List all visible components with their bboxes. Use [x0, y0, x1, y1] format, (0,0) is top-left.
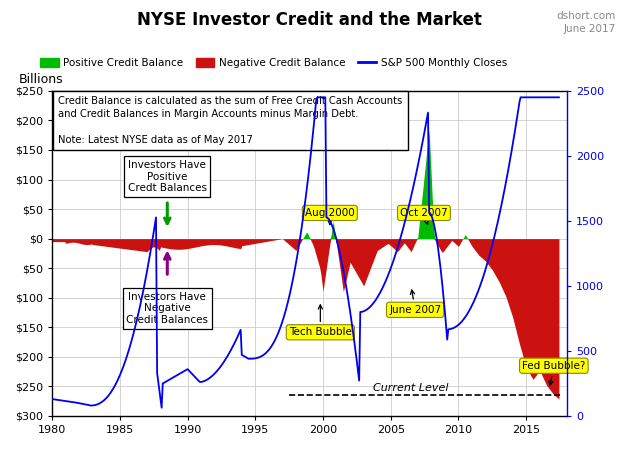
- Text: Credit Balance is calculated as the sum of Free Credit Cash Accounts
and Credit : Credit Balance is calculated as the sum …: [58, 96, 402, 145]
- Text: Current Level: Current Level: [373, 383, 449, 393]
- Text: dshort.com
June 2017: dshort.com June 2017: [556, 11, 616, 35]
- Text: June 2007: June 2007: [389, 290, 441, 315]
- Text: Billions: Billions: [19, 73, 63, 86]
- Text: Tech Bubble: Tech Bubble: [289, 305, 352, 338]
- Text: Oct 2007: Oct 2007: [400, 208, 448, 225]
- Text: Aug 2000: Aug 2000: [305, 208, 355, 225]
- Text: Investors Have
Positive
Credt Balances: Investors Have Positive Credt Balances: [128, 160, 207, 193]
- Text: NYSE Investor Credit and the Market: NYSE Investor Credit and the Market: [137, 11, 482, 29]
- Text: Investors Have
Negative
Credit Balances: Investors Have Negative Credit Balances: [126, 292, 208, 325]
- Legend: Positive Credit Balance, Negative Credit Balance, S&P 500 Monthly Closes: Positive Credit Balance, Negative Credit…: [36, 54, 511, 72]
- Text: Fed Bubble?: Fed Bubble?: [522, 361, 586, 385]
